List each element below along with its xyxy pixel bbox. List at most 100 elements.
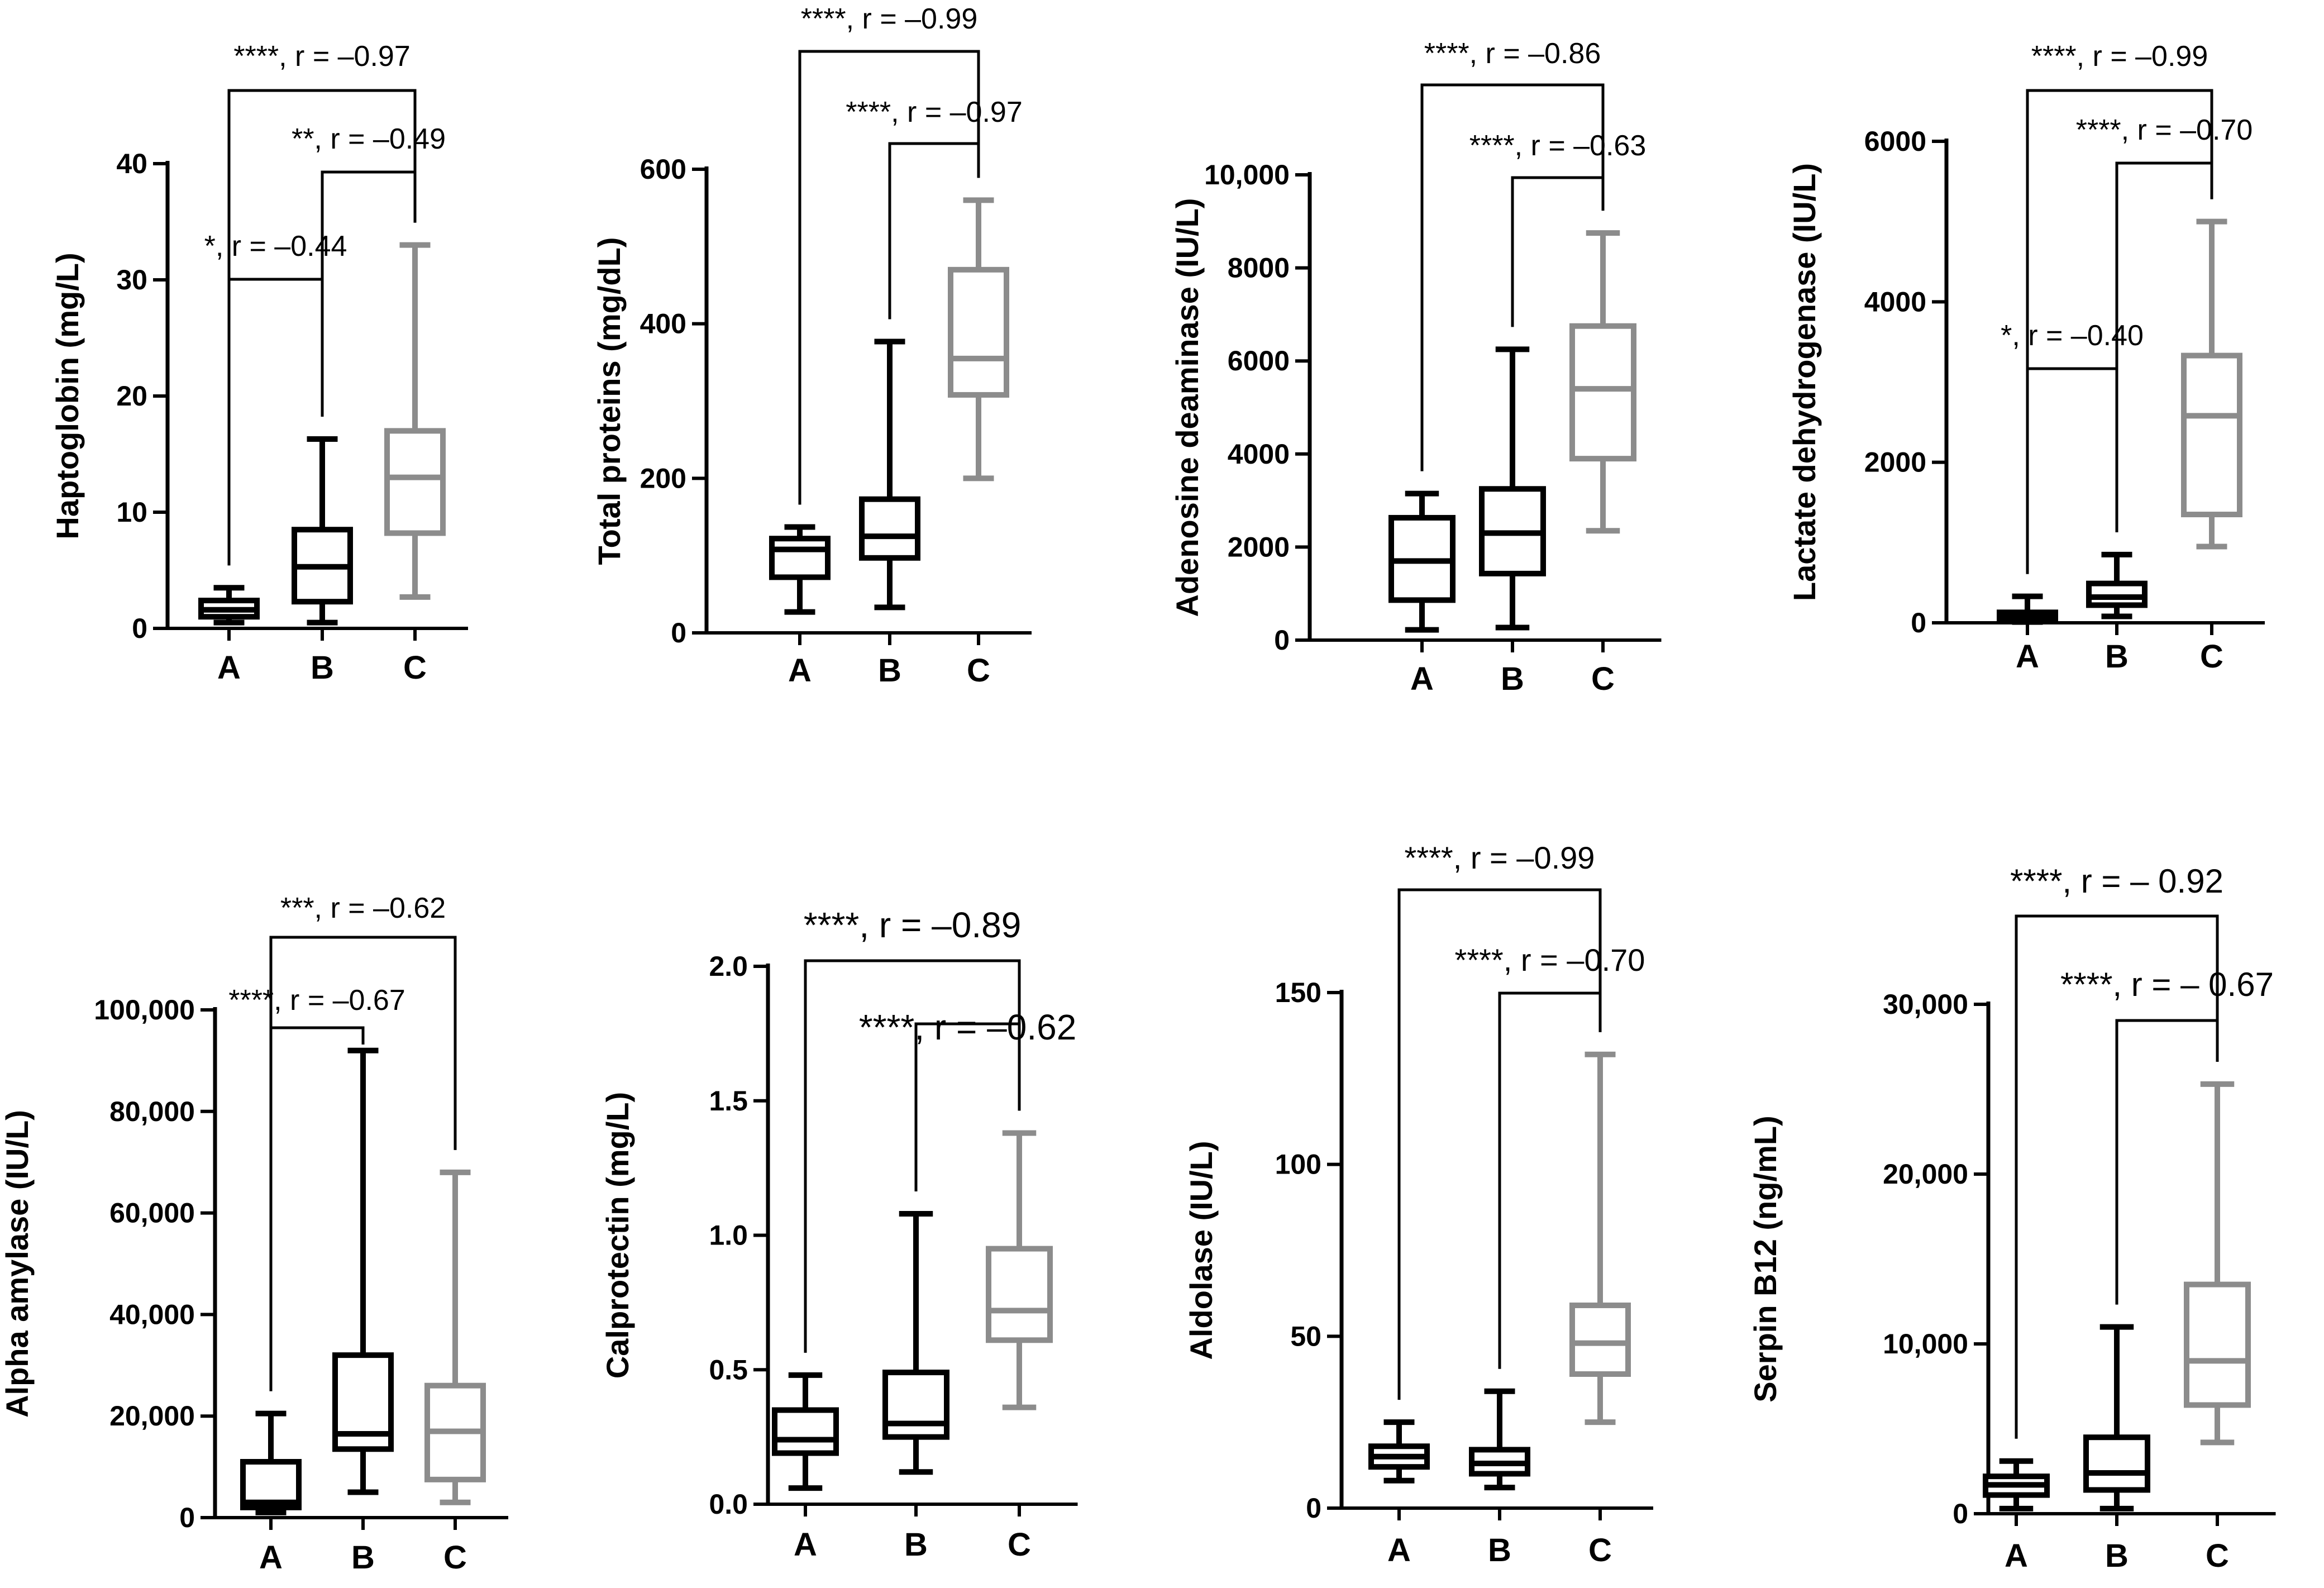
panel-1: 0 10 20 30 40 Haptoglobin (mg/L) A B C ****, r = … (50, 40, 468, 686)
y-tick-label: 80,000 (109, 1096, 195, 1127)
significance-bracket (269, 1026, 365, 1391)
box-B (1469, 1388, 1530, 1491)
panel-6: 0.0 0.5 1.0 1.5 2.0 Calprotectin (mg/L) A B C ***… (600, 905, 1078, 1563)
iqr-box (1569, 1302, 1631, 1377)
box-C (2181, 218, 2242, 550)
x-tick-label: A (2005, 1538, 2028, 1574)
box-B (859, 338, 920, 611)
y-tick-label: 0 (1306, 1492, 1321, 1524)
x-tick-label: C (1591, 661, 1615, 697)
x-tick-label: B (351, 1539, 375, 1576)
box-C (2184, 1081, 2251, 1446)
box-A (240, 1410, 302, 1515)
significance-bracket (1397, 888, 1602, 1400)
comparison-A-C: ****, r = –0.86 (1420, 37, 1605, 471)
significance-bracket (2026, 89, 2213, 574)
box-C (384, 242, 446, 600)
y-tick-label: 6000 (1228, 345, 1290, 376)
y-axis-label: Alpha amylase (IU/L) (0, 1110, 35, 1418)
iqr-box (2086, 580, 2148, 608)
y-axis-label: Aldolase (IU/L) (1184, 1141, 1219, 1360)
comparison-B-C: ****, r = –0.70 (1455, 942, 1645, 1369)
box-A (1983, 1458, 2050, 1511)
iqr-box (384, 428, 446, 536)
box-B (882, 1210, 949, 1475)
x-tick-label: A (1410, 661, 1434, 697)
y-tick-label: 1.0 (709, 1220, 748, 1251)
iqr-box (882, 1370, 949, 1440)
significance-bracket (888, 142, 980, 319)
box-A (1388, 490, 1456, 633)
x-tick-label: B (2105, 1538, 2129, 1574)
y-tick-label: 8000 (1228, 252, 1290, 284)
comparison-A-B: *, r = –0.40 (2001, 319, 2144, 574)
box-B (1479, 346, 1546, 631)
x-tick-label: C (1008, 1527, 1031, 1563)
box-C (1569, 230, 1636, 534)
x-tick-label: C (403, 650, 427, 686)
box-C (986, 1130, 1053, 1410)
x-tick-label: B (2105, 638, 2129, 675)
significance-label: ****, r = –0.70 (1455, 942, 1645, 977)
significance-bracket (2115, 1019, 2219, 1305)
y-tick-label: 20 (116, 380, 147, 412)
significance-bracket (1498, 991, 1602, 1369)
x-tick-label: A (1387, 1532, 1411, 1568)
y-tick-label: 10 (116, 497, 147, 528)
box-C (948, 197, 1009, 481)
x-tick-label: C (443, 1539, 467, 1576)
box-B (2083, 1324, 2150, 1511)
iqr-box (859, 496, 920, 561)
panel-2: 0 200 400 600 Total proteins (mg/dL) A B C ****,… (591, 3, 1032, 689)
box-C (424, 1169, 486, 1505)
iqr-box (2083, 1434, 2150, 1493)
y-tick-label: 0 (1911, 607, 1926, 638)
iqr-box (772, 1407, 839, 1456)
box-B (2086, 551, 2148, 619)
significance-label: ****, r = –0.70 (2076, 114, 2253, 146)
y-axis-label: Haptoglobin (mg/L) (50, 252, 85, 539)
panel-5: 0 20,000 40,000 60,000 80,000 100,000 Alpha am… (0, 892, 508, 1576)
y-tick-label: 400 (640, 308, 686, 340)
iqr-box (986, 1246, 1053, 1343)
panel-3: 0 2000 4000 6000 8000 10,000 Adenosine deamina… (1170, 37, 1662, 697)
y-tick-label: 0 (671, 617, 686, 648)
significance-bracket (2115, 161, 2213, 532)
significance-label: ****, r = –0.62 (859, 1007, 1077, 1047)
box-B (292, 436, 353, 626)
y-tick-label: 4000 (1228, 438, 1290, 470)
box-A (1997, 593, 2058, 625)
y-axis-label: Calprotectin (mg/L) (600, 1092, 635, 1379)
significance-label: ****, r = – 0.67 (2060, 966, 2274, 1003)
comparison-B-C: **, r = –0.49 (292, 123, 446, 417)
x-tick-label: A (217, 650, 241, 686)
y-axis-label: Adenosine deaminase (IU/L) (1170, 198, 1205, 617)
comparison-B-C: ****, r = –0.70 (2076, 114, 2253, 532)
y-tick-label: 4000 (1864, 286, 1926, 317)
significance-label: ****, r = –0.99 (801, 3, 978, 35)
panel-7: 0 50 100 150 Aldolase (IU/L) A B C ****, r = –0.… (1184, 840, 1653, 1568)
x-tick-label: A (259, 1539, 283, 1576)
iqr-box (2181, 352, 2242, 518)
x-tick-label: A (2016, 638, 2039, 675)
y-tick-label: 60,000 (109, 1198, 195, 1229)
y-tick-label: 100,000 (94, 994, 195, 1026)
y-tick-label: 30 (116, 264, 147, 295)
significance-bracket (914, 1022, 1021, 1191)
comparison-A-B: ****, r = –0.67 (228, 984, 405, 1391)
y-tick-label: 20,000 (1883, 1158, 1968, 1190)
box-A (772, 1372, 839, 1491)
significance-bracket (321, 170, 417, 417)
comparison-A-C: ****, r = – 0.92 (2010, 862, 2223, 1439)
significance-label: ****, r = –0.89 (804, 905, 1022, 945)
significance-label: ****, r = –0.99 (2031, 40, 2208, 73)
y-tick-label: 40 (116, 148, 147, 179)
y-tick-label: 600 (640, 154, 686, 185)
x-tick-label: C (1588, 1532, 1612, 1568)
x-tick-label: B (1501, 661, 1524, 697)
significance-bracket (2026, 367, 2118, 574)
y-tick-label: 0.5 (709, 1354, 748, 1385)
comparison-B-C: ****, r = – 0.67 (2060, 966, 2274, 1305)
box-A (769, 524, 831, 615)
